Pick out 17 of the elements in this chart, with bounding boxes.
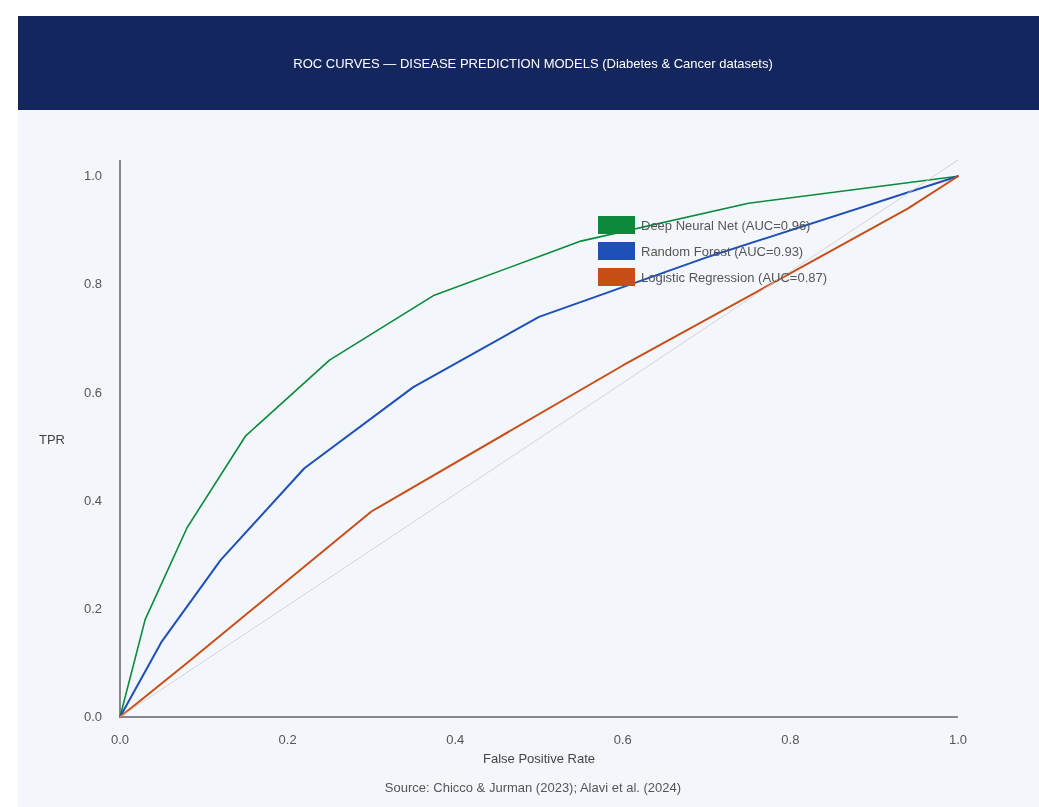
x-tick-label: 0.8 [781,732,800,747]
y-axis-title: TPR [39,431,65,447]
y-tick-label: 0.8 [83,276,102,292]
y-tick-label: 0.0 [83,709,102,724]
y-tick-label: 0.4 [83,492,102,508]
x-axis-title: False Positive Rate [483,751,595,766]
legend-label: Random Forest (AUC=0.93) [641,244,804,259]
x-tick-label: 1.0 [948,732,968,747]
y-tick-label: 1.0 [83,168,102,184]
x-tick-label: 0.2 [278,732,297,747]
y-tick-label: 0.6 [83,384,102,400]
source-note: Source: Chicco & Jurman (2023); Alavi et al. (2024) [384,780,682,795]
y-tick-label: 0.2 [83,600,102,616]
x-tick-label: 0.6 [613,732,632,747]
chart-title: ROC CURVES — DISEASE PREDICTION MODELS (Diabetes & Cancer datasets) [293,56,773,71]
x-tick-label: 0.0 [110,732,130,747]
x-tick-label: 0.4 [446,732,465,747]
